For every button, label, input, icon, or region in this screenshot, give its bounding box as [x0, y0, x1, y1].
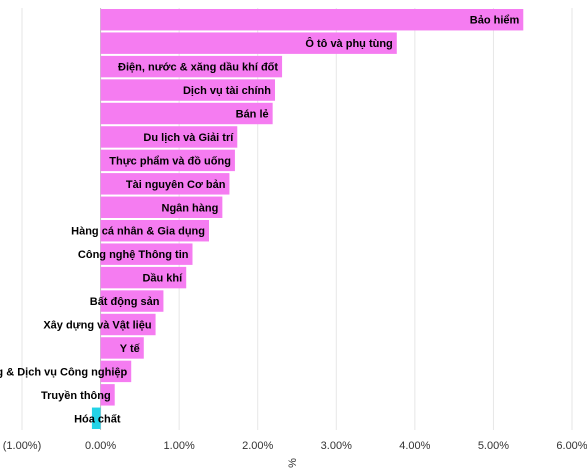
bar-category-label: Dịch vụ tài chính	[183, 85, 271, 97]
bar	[100, 313, 156, 336]
bar	[100, 360, 132, 383]
bar-category-label: Y tế	[120, 343, 141, 355]
bar	[100, 102, 273, 125]
x-tick-label: 3.00%	[321, 440, 352, 452]
bar-category-label: Thực phẩm và đồ uống	[109, 155, 231, 167]
bar-category-label: Hàng cá nhân & Gia dụng	[71, 226, 205, 238]
x-tick-labels: (1.00%) 0.00% 1.00% 2.00% 3.00% 4.00% 5.00% 6.0…	[3, 440, 587, 452]
x-tick-label: 6.00%	[556, 440, 587, 452]
x-tick-label: 4.00%	[399, 440, 430, 452]
bar-category-label: Truyền thông	[41, 390, 111, 402]
bar	[100, 55, 283, 78]
bar-category-label: Xây dựng và Vật liệu	[43, 320, 151, 332]
bar	[100, 126, 238, 148]
bar	[100, 173, 230, 195]
bar	[100, 32, 397, 54]
bar-category-label: Hàng & Dịch vụ Công nghiệp	[0, 366, 127, 378]
bar	[100, 149, 235, 172]
bar-category-label: Tài nguyên Cơ bản	[126, 179, 226, 191]
bar-category-label: Ô tô và phụ tùng	[305, 37, 392, 50]
bar	[100, 220, 209, 242]
bar	[100, 266, 187, 289]
bar-category-label: Công nghệ Thông tin	[78, 249, 189, 261]
bar-category-label: Bảo hiểm	[470, 15, 520, 27]
bars	[91, 9, 524, 429]
bar-category-label: Ngân hàng	[162, 202, 219, 214]
bar	[100, 9, 524, 31]
bar	[100, 337, 144, 359]
bar	[100, 290, 164, 312]
x-tick-label: 5.00%	[478, 440, 509, 452]
bar	[91, 407, 101, 429]
bar	[100, 196, 223, 218]
bar-category-label: Du lịch và Giải trí	[143, 132, 234, 144]
x-tick-label: 1.00%	[164, 440, 195, 452]
x-tick-label: 0.00%	[85, 440, 116, 452]
bar-category-label: Bất động sản	[90, 296, 160, 308]
bar	[100, 384, 115, 406]
gridlines	[21, 8, 573, 430]
x-tick-label: 2.00%	[242, 440, 273, 452]
bar-category-label: Hóa chất	[74, 413, 121, 425]
bar	[100, 243, 193, 265]
bar	[100, 79, 275, 101]
bar-labels: Bảo hiểm Ô tô và phụ tùng Điện, nước & xăn…	[0, 15, 520, 426]
bar-category-label: Bán lẻ	[236, 109, 269, 121]
bar-category-label: Điện, nước & xăng dầu khí đốt	[118, 62, 278, 74]
x-tick-label: (1.00%)	[3, 440, 42, 452]
bar-category-label: Dầu khí	[142, 273, 183, 285]
x-axis-title: %	[287, 458, 299, 468]
